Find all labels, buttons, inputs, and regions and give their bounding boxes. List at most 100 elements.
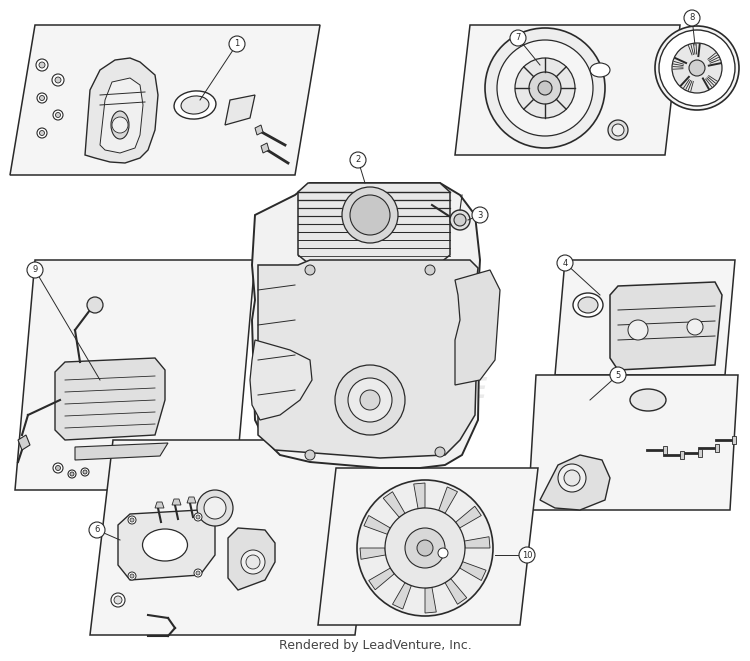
Circle shape xyxy=(56,465,61,471)
Circle shape xyxy=(659,30,735,106)
Ellipse shape xyxy=(174,91,216,119)
Polygon shape xyxy=(364,516,390,534)
Circle shape xyxy=(112,117,128,133)
Circle shape xyxy=(348,378,392,422)
Ellipse shape xyxy=(590,63,610,77)
Circle shape xyxy=(425,265,435,275)
Polygon shape xyxy=(250,340,312,420)
Circle shape xyxy=(128,516,136,524)
Polygon shape xyxy=(715,444,719,452)
Polygon shape xyxy=(456,506,482,528)
Circle shape xyxy=(687,319,703,335)
Polygon shape xyxy=(439,487,458,514)
Circle shape xyxy=(510,30,526,46)
Circle shape xyxy=(229,36,245,52)
Polygon shape xyxy=(100,78,143,153)
Circle shape xyxy=(672,43,722,93)
Circle shape xyxy=(27,262,43,278)
Circle shape xyxy=(53,463,63,473)
Circle shape xyxy=(689,60,705,76)
Circle shape xyxy=(485,28,605,148)
Circle shape xyxy=(350,195,390,235)
Circle shape xyxy=(128,572,136,580)
Circle shape xyxy=(655,26,739,110)
Circle shape xyxy=(608,120,628,140)
Polygon shape xyxy=(75,443,168,460)
Polygon shape xyxy=(228,528,275,590)
Circle shape xyxy=(56,112,61,118)
Polygon shape xyxy=(118,510,215,580)
Text: LEADVENTURE: LEADVENTURE xyxy=(262,376,488,404)
Polygon shape xyxy=(663,446,667,454)
Circle shape xyxy=(83,470,87,474)
Circle shape xyxy=(196,515,200,519)
Circle shape xyxy=(196,571,200,575)
Circle shape xyxy=(454,214,466,226)
Circle shape xyxy=(529,72,561,104)
Circle shape xyxy=(612,124,624,136)
Polygon shape xyxy=(732,436,736,444)
Circle shape xyxy=(335,365,405,435)
Circle shape xyxy=(405,528,445,568)
Circle shape xyxy=(435,447,445,457)
Circle shape xyxy=(40,130,44,136)
Circle shape xyxy=(111,593,125,607)
Circle shape xyxy=(40,95,44,100)
Text: 7: 7 xyxy=(515,34,520,42)
Polygon shape xyxy=(187,497,196,503)
Polygon shape xyxy=(55,358,165,440)
Circle shape xyxy=(684,10,700,26)
Circle shape xyxy=(204,497,226,519)
Circle shape xyxy=(385,508,465,588)
Circle shape xyxy=(497,40,593,136)
Circle shape xyxy=(610,367,626,383)
Circle shape xyxy=(350,152,366,168)
Text: 5: 5 xyxy=(615,371,621,379)
Polygon shape xyxy=(258,260,478,458)
Polygon shape xyxy=(225,95,255,125)
Polygon shape xyxy=(540,455,610,510)
Circle shape xyxy=(87,297,103,313)
Circle shape xyxy=(360,390,380,410)
Polygon shape xyxy=(10,25,320,175)
Circle shape xyxy=(241,550,265,574)
Circle shape xyxy=(628,320,648,340)
Polygon shape xyxy=(383,492,405,518)
Polygon shape xyxy=(369,568,394,590)
Text: 10: 10 xyxy=(522,551,532,559)
Polygon shape xyxy=(460,562,486,580)
Circle shape xyxy=(89,522,105,538)
Polygon shape xyxy=(18,435,30,450)
Polygon shape xyxy=(360,548,386,559)
Circle shape xyxy=(36,59,48,71)
Circle shape xyxy=(246,555,260,569)
Polygon shape xyxy=(455,270,500,385)
Polygon shape xyxy=(425,588,436,613)
Circle shape xyxy=(519,547,535,563)
Polygon shape xyxy=(680,451,684,459)
Text: 1: 1 xyxy=(234,40,240,48)
Polygon shape xyxy=(85,58,158,163)
Ellipse shape xyxy=(142,529,188,561)
Circle shape xyxy=(450,210,470,230)
Polygon shape xyxy=(610,282,722,370)
Polygon shape xyxy=(555,260,735,375)
Circle shape xyxy=(438,548,448,558)
Text: 4: 4 xyxy=(562,258,568,268)
Circle shape xyxy=(472,207,488,223)
Text: 9: 9 xyxy=(32,266,38,274)
Polygon shape xyxy=(464,537,490,548)
Polygon shape xyxy=(698,449,702,457)
Polygon shape xyxy=(90,440,378,635)
Polygon shape xyxy=(15,260,255,490)
Ellipse shape xyxy=(630,389,666,411)
Polygon shape xyxy=(528,375,738,510)
Text: 6: 6 xyxy=(94,525,100,535)
Circle shape xyxy=(194,513,202,521)
Circle shape xyxy=(357,480,493,616)
Circle shape xyxy=(417,540,433,556)
Circle shape xyxy=(515,58,575,118)
Polygon shape xyxy=(392,582,411,609)
Circle shape xyxy=(37,93,47,103)
Polygon shape xyxy=(455,25,680,155)
